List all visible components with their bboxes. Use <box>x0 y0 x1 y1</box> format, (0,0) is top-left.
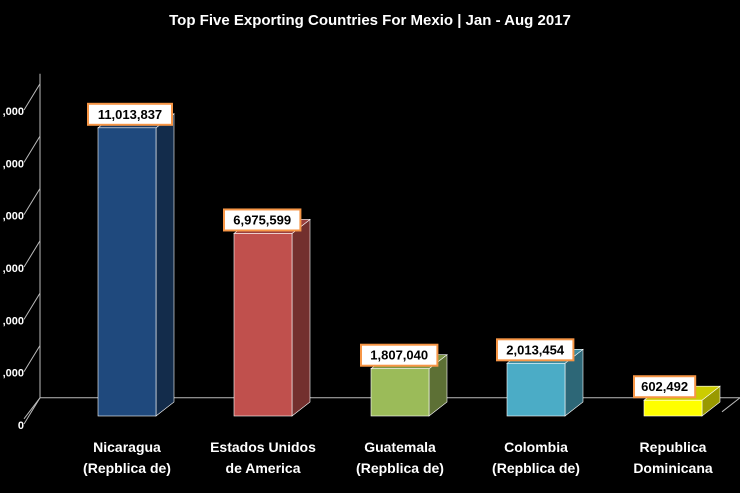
bar-front <box>233 233 293 417</box>
bar-front <box>643 399 703 417</box>
y-tick-mark <box>23 83 41 111</box>
y-tick-mark <box>23 345 41 372</box>
category-label: Republica <box>640 439 707 455</box>
bar-side <box>291 218 311 417</box>
category-label: Dominicana <box>633 460 713 476</box>
data-label: 2,013,454 <box>506 342 565 357</box>
chart-title: Top Five Exporting Countries For Mexio |… <box>169 12 571 29</box>
y-tick-label: ,000 <box>3 106 24 118</box>
bar-front <box>506 363 566 417</box>
category-label: Nicaragua <box>93 439 161 455</box>
y-tick-label: ,000 <box>3 263 24 275</box>
bar-1 <box>97 113 175 417</box>
data-label: 602,492 <box>641 379 688 394</box>
data-label: 11,013,837 <box>98 107 162 122</box>
floor-right-edge <box>721 397 740 413</box>
y-tick-label: ,000 <box>3 315 24 327</box>
category-label: Colombia <box>504 439 568 455</box>
bar-2 <box>233 218 311 417</box>
category-label: Estados Unidos <box>210 439 316 455</box>
y-tick-mark <box>23 240 41 268</box>
data-label-box <box>87 102 173 126</box>
y-tick-mark <box>23 397 41 425</box>
y-tick-mark <box>23 188 41 215</box>
y-tick-label: ,000 <box>3 211 24 223</box>
data-label-box <box>496 338 575 362</box>
category-label: Guatemala <box>364 439 436 455</box>
data-label: 1,807,040 <box>370 348 428 363</box>
y-tick-label: ,000 <box>3 368 24 380</box>
data-label-box <box>633 375 697 399</box>
data-label: 6,975,599 <box>233 212 291 227</box>
category-label: (Repblica de) <box>83 460 171 476</box>
y-tick-label: ,000 <box>3 158 24 170</box>
category-label: (Repblica de) <box>356 460 444 476</box>
bar-front <box>97 127 157 417</box>
data-label-box <box>360 343 439 367</box>
y-tick-mark <box>23 292 41 320</box>
y-tick-mark <box>23 135 41 163</box>
bar-front <box>370 368 430 417</box>
category-label: (Repblica de) <box>492 460 580 476</box>
category-label: de America <box>226 460 301 476</box>
y-tick-label: 0 <box>18 420 24 432</box>
data-label-box <box>223 208 302 232</box>
bar-side <box>155 113 175 417</box>
